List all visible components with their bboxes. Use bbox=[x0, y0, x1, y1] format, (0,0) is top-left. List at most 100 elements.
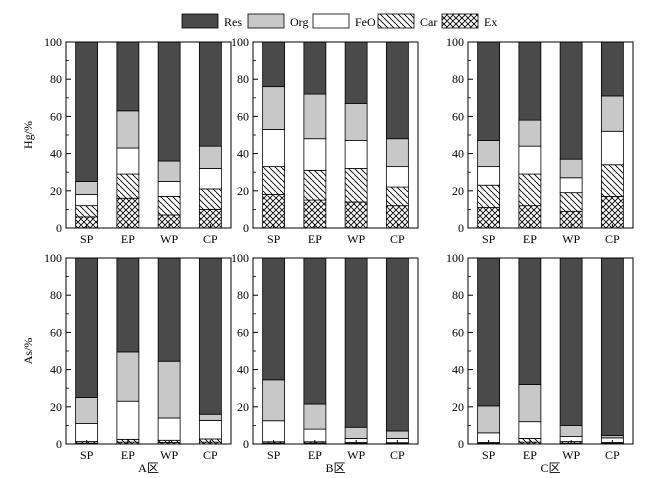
bar-segment-res-cp bbox=[198, 257, 222, 415]
bar-segment-org-sp bbox=[75, 397, 99, 424]
bar-segment-res-wp bbox=[157, 257, 181, 362]
x-tick-label: WP bbox=[562, 448, 580, 462]
x-tick-label: EP bbox=[523, 232, 537, 246]
panel-hg-c: SP EP WP CP 0 20 40 60 80 100 bbox=[446, 35, 634, 246]
legend-item-feo: FeO bbox=[312, 13, 376, 29]
legend-label: Res bbox=[224, 15, 242, 29]
bar-segment-res-ep bbox=[116, 257, 140, 353]
bar-segment-feo-cp bbox=[385, 166, 409, 188]
x-axis-title: C区 bbox=[540, 461, 560, 475]
bar-segment-car-ep bbox=[303, 169, 327, 201]
y-tick-label: 60 bbox=[237, 325, 249, 339]
bar-segment-res-cp bbox=[198, 41, 222, 147]
y-tick-label: 100 bbox=[44, 251, 62, 265]
bar-segment-org-ep bbox=[518, 119, 542, 147]
x-axis-title: A区 bbox=[138, 461, 159, 475]
x-axis-title: B区 bbox=[325, 461, 345, 475]
bar-segment-org-wp bbox=[344, 102, 368, 141]
bar-segment-feo-sp bbox=[262, 129, 286, 168]
bar-segment-car-wp bbox=[344, 168, 368, 203]
y-axis-title: As/% bbox=[21, 338, 35, 365]
plot-frame bbox=[252, 41, 419, 229]
y-tick-label: 0 bbox=[56, 221, 62, 235]
bar-segment-res-ep bbox=[303, 257, 327, 405]
bar-segment-feo-wp bbox=[559, 177, 583, 194]
y-tick-label: 0 bbox=[243, 437, 249, 451]
bar-segment-org-cp bbox=[600, 95, 624, 132]
bar-segment-res-ep bbox=[303, 41, 327, 95]
bar-segment-res-cp bbox=[385, 257, 409, 432]
x-tick-label: EP bbox=[308, 232, 322, 246]
bar-segment-org-cp bbox=[198, 145, 222, 169]
legend-label: FeO bbox=[355, 15, 376, 29]
bar-segment-feo-ep bbox=[303, 428, 327, 443]
y-tick-label: 80 bbox=[50, 72, 62, 86]
bar-segment-feo-wp bbox=[157, 181, 181, 197]
bar-segment-car-sp bbox=[75, 205, 99, 218]
x-tick-label: CP bbox=[203, 448, 218, 462]
bar-segment-feo-ep bbox=[116, 400, 140, 440]
legend: Res Org FeO Car Ex bbox=[181, 13, 497, 29]
y-tick-label: 100 bbox=[231, 35, 249, 49]
x-tick-label: SP bbox=[267, 232, 281, 246]
y-tick-label: 20 bbox=[237, 184, 249, 198]
y-tick-label: 60 bbox=[50, 109, 62, 123]
plot-frame bbox=[65, 41, 232, 229]
y-tick-label: 20 bbox=[237, 400, 249, 414]
bar-segment-feo-wp bbox=[157, 417, 181, 441]
y-tick-label: 60 bbox=[237, 109, 249, 123]
panel-hg-a: SP EP WP CP 0 20 40 60 80 100 bbox=[44, 35, 232, 246]
bar-segment-car-wp bbox=[559, 192, 583, 212]
bar-segment-org-wp bbox=[157, 360, 181, 419]
bar-segment-feo-sp bbox=[75, 423, 99, 442]
bar-segment-res-sp bbox=[477, 257, 501, 407]
legend-swatch-car bbox=[377, 13, 415, 29]
y-tick-label: 20 bbox=[452, 184, 464, 198]
x-tick-label: SP bbox=[80, 232, 94, 246]
x-tick-label: WP bbox=[347, 232, 365, 246]
plot-frame bbox=[65, 257, 232, 445]
bar-segment-res-sp bbox=[75, 257, 99, 398]
bar-segment-org-sp bbox=[75, 181, 99, 195]
bar-segment-ex-cp bbox=[600, 195, 624, 229]
bar-segment-res-wp bbox=[559, 41, 583, 160]
bar-segment-car-ep bbox=[518, 173, 542, 207]
panel-hg-b: SP EP WP CP 0 20 40 60 80 100 bbox=[231, 35, 419, 246]
y-axis-title: Hg/% bbox=[21, 121, 35, 149]
bar-segment-res-ep bbox=[518, 41, 542, 121]
x-tick-label: SP bbox=[482, 232, 496, 246]
bar-segment-org-ep bbox=[116, 351, 140, 402]
bar-segment-feo-ep bbox=[518, 145, 542, 175]
x-tick-label: SP bbox=[80, 448, 94, 462]
bar-segment-org-sp bbox=[262, 86, 286, 130]
plot-frame bbox=[252, 257, 419, 445]
row-labels: Hg/% As/% bbox=[21, 121, 35, 364]
bar-segment-res-cp bbox=[600, 257, 624, 437]
x-tick-label: CP bbox=[605, 232, 620, 246]
x-tick-label: WP bbox=[562, 232, 580, 246]
bar-segment-car-cp bbox=[385, 186, 409, 207]
y-tick-label: 0 bbox=[56, 437, 62, 451]
y-tick-label: 20 bbox=[452, 400, 464, 414]
y-tick-label: 80 bbox=[452, 72, 464, 86]
x-tick-label: WP bbox=[347, 448, 365, 462]
legend-item-ex: Ex bbox=[441, 13, 497, 29]
y-tick-label: 80 bbox=[237, 72, 249, 86]
bar-segment-org-ep bbox=[518, 384, 542, 423]
bar-segment-feo-ep bbox=[518, 421, 542, 439]
y-tick-label: 100 bbox=[446, 251, 464, 265]
y-tick-label: 80 bbox=[452, 288, 464, 302]
bar-segment-org-wp bbox=[344, 426, 368, 439]
x-tick-label: EP bbox=[121, 232, 135, 246]
y-tick-label: 40 bbox=[452, 363, 464, 377]
y-tick-label: 40 bbox=[452, 147, 464, 161]
y-tick-label: 0 bbox=[243, 221, 249, 235]
bar-segment-res-ep bbox=[116, 41, 140, 112]
bar-segment-feo-sp bbox=[75, 194, 99, 207]
bar-segment-res-sp bbox=[477, 41, 501, 141]
bar-segment-res-wp bbox=[157, 41, 181, 162]
y-tick-label: 100 bbox=[44, 35, 62, 49]
plot-frame bbox=[467, 257, 634, 445]
chart-panels: SP EP WP CP 0 20 40 60 80 100 SP EP WP CP 0 20 40 60 80 100… bbox=[44, 35, 634, 462]
